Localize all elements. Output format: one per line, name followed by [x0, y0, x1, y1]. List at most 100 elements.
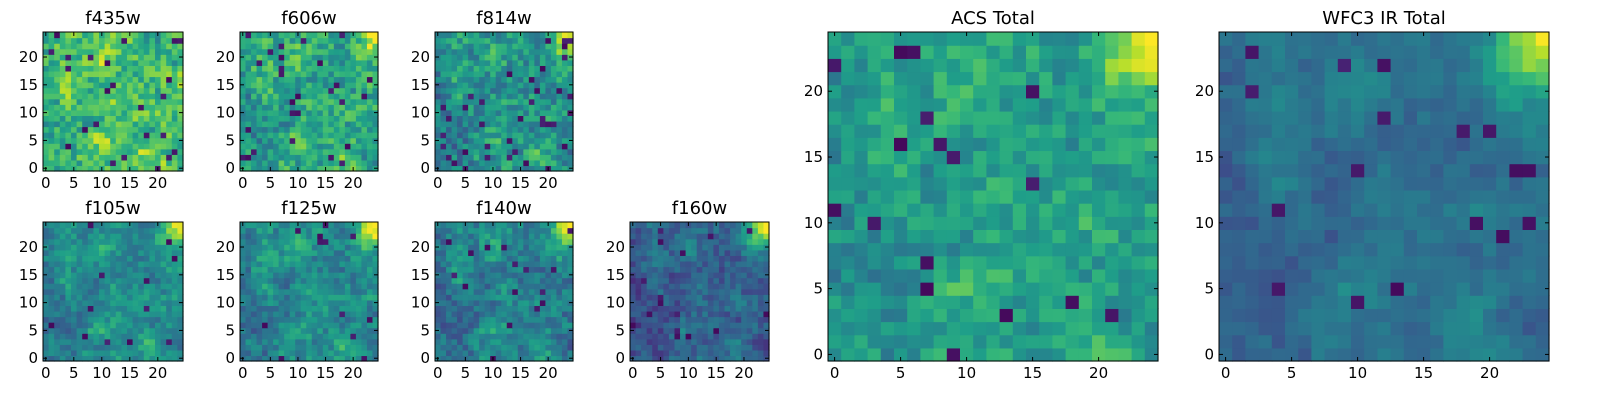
heatmap-cell: [440, 143, 447, 150]
heatmap-cell: [646, 283, 653, 290]
heatmap-cell: [306, 137, 313, 144]
heatmap-cell: [495, 272, 502, 279]
heatmap-cell: [65, 288, 72, 295]
heatmap-cell: [48, 59, 55, 66]
heatmap-cell: [534, 327, 541, 334]
heatmap-cell: [473, 76, 480, 83]
heatmap-cell: [278, 82, 285, 89]
heatmap-cell: [550, 159, 558, 167]
heatmap-cell: [1131, 268, 1146, 283]
heatmap-cell: [166, 272, 173, 279]
heatmap-cell: [1065, 189, 1080, 204]
heatmap-cell: [473, 154, 480, 161]
heatmap-cell: [166, 294, 173, 301]
heatmap-cell: [256, 310, 263, 318]
heatmap-cell: [104, 59, 111, 66]
heatmap-cell: [104, 266, 111, 273]
heatmap-cell: [468, 305, 475, 312]
heatmap-cell: [54, 233, 61, 240]
heatmap-cell: [468, 349, 475, 357]
heatmap-cell: [1039, 347, 1053, 362]
heatmap-cell: [160, 272, 167, 279]
heatmap-cell: [567, 48, 574, 55]
heatmap-cell: [534, 93, 541, 100]
heatmap-cell: [372, 333, 379, 340]
heatmap-cell: [657, 255, 664, 262]
heatmap-cell: [534, 48, 541, 55]
heatmap-cell: [71, 70, 78, 78]
heatmap-cell: [707, 327, 714, 334]
heatmap-cell: [556, 344, 563, 351]
heatmap-cell: [54, 283, 61, 290]
heatmap-cell: [115, 120, 122, 128]
heatmap-cell: [121, 305, 128, 312]
heatmap-cell: [828, 347, 842, 362]
heatmap-cell: [99, 109, 106, 116]
heatmap-cell: [65, 37, 72, 44]
heatmap-cell: [289, 143, 296, 150]
heatmap-cell: [355, 272, 363, 279]
heatmap-cell: [556, 132, 563, 139]
heatmap-cell: [240, 70, 247, 78]
heatmap-cell: [317, 76, 324, 83]
heatmap-cell: [468, 249, 475, 256]
heatmap-cell: [262, 322, 269, 329]
heatmap-cell: [1012, 321, 1027, 336]
heatmap-cell: [43, 349, 50, 357]
heatmap-cell: [339, 143, 346, 150]
heatmap-cell: [1012, 229, 1027, 244]
heatmap-cell: [713, 305, 720, 312]
heatmap-cell: [76, 322, 83, 329]
heatmap-cell: [48, 37, 55, 44]
heatmap-cell: [534, 115, 541, 122]
heatmap-cell: [284, 54, 291, 61]
heatmap-cell: [149, 148, 156, 155]
heatmap-cell: [933, 176, 948, 191]
heatmap-cell: [289, 266, 296, 273]
heatmap-cell: [115, 222, 122, 229]
heatmap-cell: [71, 126, 78, 133]
heatmap-cell: [446, 333, 453, 340]
heatmap-cell: [696, 316, 703, 323]
heatmap-cell: [735, 277, 742, 284]
heatmap-cell: [149, 65, 156, 72]
heatmap-cell: [718, 260, 726, 268]
heatmap-cell: [752, 233, 759, 240]
heatmap-cell: [256, 120, 263, 128]
heatmap-cell: [110, 338, 117, 345]
heatmap-cell: [59, 316, 66, 323]
heatmap-cell: [311, 288, 318, 295]
heatmap-cell: [468, 87, 475, 94]
heatmap-cell: [752, 249, 759, 256]
heatmap-cell: [149, 294, 156, 301]
heatmap-cell: [451, 98, 458, 105]
heatmap-cell: [1052, 321, 1067, 336]
heatmap-cell: [245, 32, 252, 39]
heatmap-cell: [289, 338, 296, 345]
heatmap-cell: [451, 159, 458, 167]
heatmap-cell: [920, 295, 935, 309]
heatmap-cell: [295, 333, 302, 340]
heatmap-cell: [143, 244, 150, 251]
heatmap-cell: [76, 43, 83, 50]
heatmap-cell: [328, 37, 335, 44]
heatmap-cell: [691, 349, 698, 357]
heatmap-cell: [171, 76, 178, 83]
heatmap-cell: [311, 43, 318, 50]
heatmap-cell: [104, 288, 111, 295]
heatmap-cell: [344, 148, 351, 155]
heatmap-cell: [567, 260, 574, 268]
heatmap-cell: [668, 249, 676, 256]
heatmap-cell: [735, 349, 742, 357]
heatmap-cell: [300, 316, 307, 323]
heatmap-cell: [149, 59, 156, 66]
heatmap-cell: [696, 294, 703, 301]
heatmap-cell: [495, 344, 502, 351]
heatmap-cell: [539, 277, 546, 284]
heatmap-cell: [59, 82, 66, 89]
heatmap-cell: [110, 165, 117, 172]
heatmap-cell: [517, 255, 524, 262]
heatmap-cell: [484, 266, 491, 273]
heatmap-cell: [99, 143, 106, 150]
heatmap-cell: [440, 109, 447, 116]
